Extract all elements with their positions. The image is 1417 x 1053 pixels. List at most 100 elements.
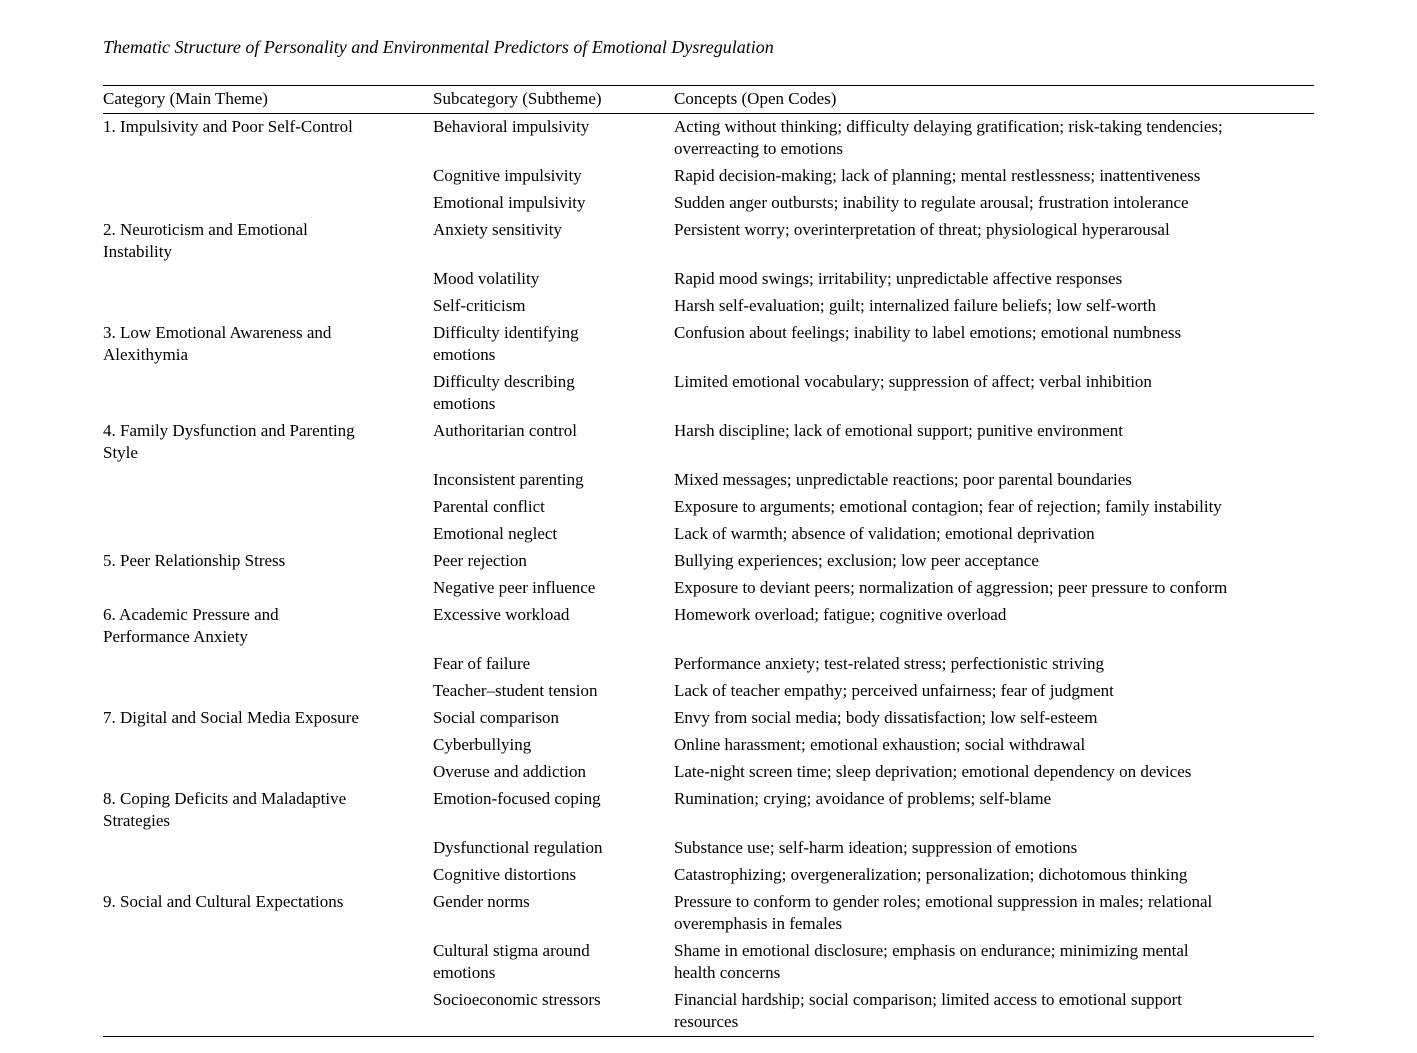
category-cell — [103, 293, 433, 320]
concepts-cell: Harsh discipline; lack of emotional supp… — [674, 421, 1123, 440]
subcategory-cell: Negative peer influence — [433, 578, 596, 597]
category-cell: 2. Neuroticism and Emotional Instability — [103, 220, 308, 261]
category-cell — [103, 651, 433, 678]
table-row: 4. Family Dysfunction and Parenting Styl… — [103, 418, 1314, 467]
table-row: Dysfunctional regulation Substance use; … — [103, 835, 1314, 862]
concepts-cell: Rapid mood swings; irritability; unpredi… — [674, 269, 1123, 288]
table-row: Fear of failure Performance anxiety; tes… — [103, 651, 1314, 678]
table-row: Cultural stigma around emotions Shame in… — [103, 938, 1314, 987]
table-row: Cognitive impulsivity Rapid decision-mak… — [103, 163, 1314, 190]
concepts-cell: Sudden anger outbursts; inability to reg… — [674, 193, 1189, 212]
subcategory-cell: Inconsistent parenting — [433, 470, 584, 489]
table-row: 8. Coping Deficits and Maladaptive Strat… — [103, 786, 1314, 835]
table-row: 5. Peer Relationship Stress Peer rejecti… — [103, 548, 1314, 575]
table-row: Socioeconomic stressors Financial hardsh… — [103, 987, 1314, 1037]
table-row: 3. Low Emotional Awareness and Alexithym… — [103, 320, 1314, 369]
subcategory-cell: Emotional impulsivity — [433, 193, 586, 212]
concepts-cell: Pressure to conform to gender roles; emo… — [674, 892, 1213, 933]
category-cell — [103, 759, 433, 786]
subcategory-cell: Cyberbullying — [433, 735, 532, 754]
category-cell: 7. Digital and Social Media Exposure — [103, 708, 359, 727]
concepts-cell: Persistent worry; overinterpretation of … — [674, 220, 1170, 239]
category-cell: 6. Academic Pressure and Performance Anx… — [103, 605, 279, 646]
category-cell — [103, 938, 433, 987]
concepts-cell: Late-night screen time; sleep deprivatio… — [674, 762, 1192, 781]
concepts-cell: Acting without thinking; difficulty dela… — [674, 117, 1223, 158]
table-row: 2. Neuroticism and Emotional Instability… — [103, 217, 1314, 266]
subcategory-cell: Cognitive impulsivity — [433, 166, 582, 185]
document-page: Thematic Structure of Personality and En… — [0, 36, 1417, 1053]
thematic-structure-table: Category (Main Theme) Subcategory (Subth… — [103, 85, 1314, 1037]
category-cell: 1. Impulsivity and Poor Self-Control — [103, 117, 353, 136]
table-title: Thematic Structure of Personality and En… — [103, 37, 774, 57]
concepts-cell: Performance anxiety; test-related stress… — [674, 654, 1105, 673]
table-row: Teacher–student tension Lack of teacher … — [103, 678, 1314, 705]
column-header-subcategory: Subcategory (Subtheme) — [433, 85, 674, 114]
table-row: Parental conflict Exposure to arguments;… — [103, 494, 1314, 521]
category-cell: 9. Social and Cultural Expectations — [103, 892, 344, 911]
category-cell — [103, 521, 433, 548]
table-row: Cyberbullying Online harassment; emotion… — [103, 732, 1314, 759]
category-cell — [103, 678, 433, 705]
table-row: Emotional neglect Lack of warmth; absenc… — [103, 521, 1314, 548]
subcategory-cell: Emotional neglect — [433, 524, 558, 543]
subcategory-cell: Difficulty identifying emotions — [433, 323, 579, 364]
category-cell — [103, 732, 433, 759]
concepts-cell: Rumination; crying; avoidance of problem… — [674, 789, 1052, 808]
category-cell — [103, 835, 433, 862]
concepts-cell: Online harassment; emotional exhaustion;… — [674, 735, 1086, 754]
subcategory-cell: Gender norms — [433, 892, 530, 911]
concepts-cell: Homework overload; fatigue; cognitive ov… — [674, 605, 1007, 624]
concepts-cell: Confusion about feelings; inability to l… — [674, 323, 1182, 342]
subcategory-cell: Socioeconomic stressors — [433, 990, 601, 1009]
concepts-cell: Financial hardship; social comparison; l… — [674, 990, 1182, 1031]
category-cell — [103, 494, 433, 521]
subcategory-cell: Social comparison — [433, 708, 560, 727]
concepts-cell: Exposure to deviant peers; normalization… — [674, 578, 1228, 597]
subcategory-cell: Cognitive distortions — [433, 865, 577, 884]
category-cell — [103, 266, 433, 293]
table-row: Cognitive distortions Catastrophizing; o… — [103, 862, 1314, 889]
category-cell: 5. Peer Relationship Stress — [103, 551, 286, 570]
category-cell — [103, 190, 433, 217]
concepts-cell: Harsh self-evaluation; guilt; internaliz… — [674, 296, 1156, 315]
category-cell — [103, 369, 433, 418]
concepts-cell: Envy from social media; body dissatisfac… — [674, 708, 1098, 727]
concepts-cell: Lack of teacher empathy; perceived unfai… — [674, 681, 1114, 700]
concepts-cell: Catastrophizing; overgeneralization; per… — [674, 865, 1188, 884]
table-row: 7. Digital and Social Media Exposure Soc… — [103, 705, 1314, 732]
subcategory-cell: Excessive workload — [433, 605, 570, 624]
category-cell — [103, 467, 433, 494]
table-row: Emotional impulsivity Sudden anger outbu… — [103, 190, 1314, 217]
concepts-cell: Lack of warmth; absence of validation; e… — [674, 524, 1095, 543]
category-cell — [103, 987, 433, 1037]
column-header-concepts: Concepts (Open Codes) — [674, 85, 1314, 114]
subcategory-cell: Dysfunctional regulation — [433, 838, 603, 857]
subcategory-cell: Emotion-focused coping — [433, 789, 601, 808]
subcategory-cell: Self-criticism — [433, 296, 526, 315]
category-cell — [103, 862, 433, 889]
table-row: Difficulty describing emotions Limited e… — [103, 369, 1314, 418]
concepts-cell: Shame in emotional disclosure; emphasis … — [674, 941, 1189, 982]
table-row: 9. Social and Cultural Expectations Gend… — [103, 889, 1314, 938]
column-header-category: Category (Main Theme) — [103, 85, 433, 114]
subcategory-cell: Mood volatility — [433, 269, 540, 288]
table-row: Negative peer influence Exposure to devi… — [103, 575, 1314, 602]
concepts-cell: Substance use; self-harm ideation; suppr… — [674, 838, 1078, 857]
table-row: Inconsistent parenting Mixed messages; u… — [103, 467, 1314, 494]
category-cell: 4. Family Dysfunction and Parenting Styl… — [103, 421, 355, 462]
category-cell: 8. Coping Deficits and Maladaptive Strat… — [103, 789, 347, 830]
subcategory-cell: Behavioral impulsivity — [433, 117, 590, 136]
concepts-cell: Mixed messages; unpredictable reactions;… — [674, 470, 1132, 489]
subcategory-cell: Peer rejection — [433, 551, 527, 570]
concepts-cell: Bullying experiences; exclusion; low pee… — [674, 551, 1039, 570]
concepts-cell: Limited emotional vocabulary; suppressio… — [674, 372, 1152, 391]
table-body: 1. Impulsivity and Poor Self-Control Beh… — [103, 114, 1314, 1037]
category-cell — [103, 163, 433, 190]
concepts-cell: Rapid decision-making; lack of planning;… — [674, 166, 1201, 185]
subcategory-cell: Authoritarian control — [433, 421, 577, 440]
subcategory-cell: Fear of failure — [433, 654, 531, 673]
subcategory-cell: Overuse and addiction — [433, 762, 586, 781]
table-header: Category (Main Theme) Subcategory (Subth… — [103, 85, 1314, 114]
header-row: Category (Main Theme) Subcategory (Subth… — [103, 85, 1314, 114]
